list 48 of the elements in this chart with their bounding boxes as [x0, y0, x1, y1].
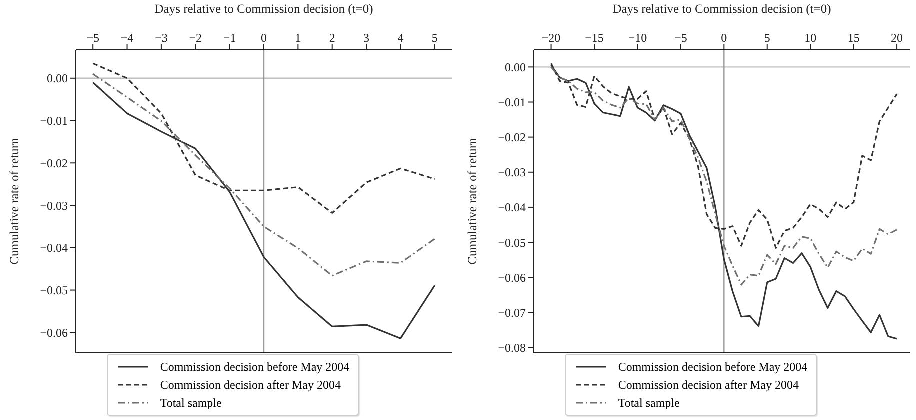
- legend-label: Commission decision after May 2004: [618, 378, 799, 392]
- y-tick-label: −0.04: [40, 241, 68, 256]
- y-tick-label: −0.05: [498, 236, 526, 250]
- x-tick-label: −5: [674, 31, 688, 45]
- y-axis-title: Cumulative rate of return: [465, 137, 480, 265]
- x-tick-label: 5: [764, 31, 770, 45]
- legend-label: Total sample: [618, 396, 680, 410]
- x-tick-label: 0: [721, 31, 728, 45]
- y-tick-label: −0.04: [498, 200, 526, 215]
- x-tick-label: 15: [848, 31, 860, 45]
- y-tick-label: −0.08: [498, 341, 526, 355]
- y-tick-label: −0.03: [40, 198, 68, 213]
- line-series: [550, 66, 898, 286]
- x-tick-label: 2: [329, 31, 336, 45]
- y-tick-label: −0.01: [498, 96, 526, 110]
- y-tick-label: 0.00: [47, 72, 68, 86]
- y-tick-label: −0.01: [40, 114, 68, 128]
- legend-label: Commission decision after May 2004: [160, 378, 341, 392]
- y-tick-label: −0.06: [498, 270, 526, 285]
- x-tick-label: 1: [295, 31, 302, 45]
- legend-label: Commission decision before May 2004: [160, 360, 350, 374]
- y-axis-title: Cumulative rate of return: [7, 137, 22, 265]
- y-tick-label: −0.05: [40, 284, 68, 298]
- x-tick-label: −20: [542, 31, 561, 45]
- y-tick-label: −0.07: [498, 306, 526, 320]
- x-tick-label: −4: [120, 31, 134, 45]
- x-tick-label: −3: [155, 31, 168, 45]
- x-tick-label: −10: [628, 31, 648, 45]
- x-tick-label: 0: [261, 31, 267, 45]
- y-tick-label: −0.02: [40, 156, 68, 170]
- line-series: [92, 73, 436, 277]
- y-tick-label: −0.02: [498, 130, 526, 145]
- x-tick-label: −2: [189, 31, 202, 45]
- x-tick-label: 3: [364, 31, 370, 45]
- y-tick-label: 0.00: [505, 60, 526, 74]
- y-tick-label: −0.03: [498, 166, 526, 180]
- legend-label: Commission decision before May 2004: [618, 360, 808, 374]
- x-tick-label: 10: [804, 31, 817, 45]
- x-tick-label: 5: [432, 31, 438, 45]
- x-tick-label: −1: [223, 31, 236, 45]
- x-axis-title: Days relative to Commission decision (t=0): [154, 2, 374, 16]
- x-tick-label: 4: [398, 31, 404, 45]
- y-tick-label: −0.06: [40, 326, 68, 340]
- x-tick-label: −15: [585, 31, 604, 45]
- x-axis-title: Days relative to Commission decision (t=0): [612, 2, 832, 16]
- x-tick-label: 20: [891, 31, 904, 45]
- x-tick-label: −5: [86, 31, 100, 45]
- legend-label: Total sample: [160, 396, 222, 410]
